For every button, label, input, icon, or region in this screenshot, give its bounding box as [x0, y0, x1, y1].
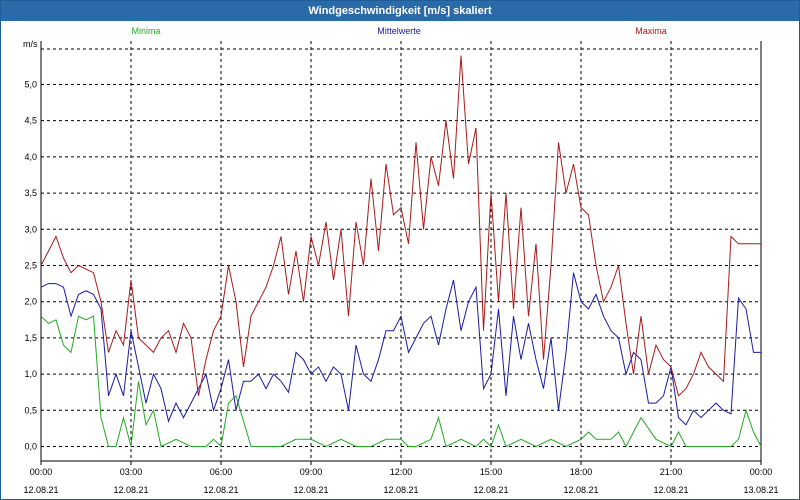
x-tick-time: 06:00	[210, 467, 233, 477]
x-tick-date: 12.08.21	[23, 485, 58, 495]
x-tick-date: 12.08.21	[653, 485, 688, 495]
y-axis-label: m/s	[23, 39, 38, 49]
series-line-mittelwerte	[40, 272, 761, 426]
y-tick-label: 2,0	[24, 297, 37, 307]
x-tick-date: 12.08.21	[203, 485, 238, 495]
x-tick-time: 03:00	[120, 467, 143, 477]
y-tick-label: 1,0	[24, 369, 37, 379]
grid	[41, 41, 761, 461]
y-tick-label: 1,5	[24, 333, 37, 343]
x-tick-date: 12.08.21	[473, 485, 508, 495]
y-tick-label: 4,5	[24, 116, 37, 126]
x-tick-time: 00:00	[30, 467, 53, 477]
x-tick-time: 00:00	[750, 467, 773, 477]
legend-entry-minima: Minima	[131, 26, 160, 36]
legend: Minima Mittelwerte Maxima	[131, 26, 666, 36]
y-tick-label: 3,5	[24, 188, 37, 198]
y-tick-label: 3,0	[24, 224, 37, 234]
series-line-maxima	[40, 55, 761, 397]
x-tick-date: 12.08.21	[383, 485, 418, 495]
x-tick-date: 13.08.21	[743, 485, 778, 495]
tick-labels: 0,0 0,5 1,0 1,5 2,0 2,5 3,0 3,5 4,0 4,5 5,0 00:00 12…	[23, 39, 779, 495]
series-lines	[40, 55, 762, 448]
x-tick-date: 12.08.21	[113, 485, 148, 495]
y-tick-label: 0,0	[24, 442, 37, 452]
y-tick-label: 0,5	[24, 405, 37, 415]
x-tick-time: 09:00	[300, 467, 323, 477]
y-tick-label: 2,5	[24, 260, 37, 270]
x-tick-time: 12:00	[390, 467, 413, 477]
y-tick-label: 4,0	[24, 152, 37, 162]
window-title: Windgeschwindigkeit [m/s] skaliert	[1, 1, 799, 21]
wind-speed-chart: 0,0 0,5 1,0 1,5 2,0 2,5 3,0 3,5 4,0 4,5 5,0 00:00 12…	[23, 26, 779, 495]
y-tick-label: 5,0	[24, 79, 37, 89]
series-line-minima	[40, 315, 762, 448]
x-tick-date: 12.08.21	[293, 485, 328, 495]
x-tick-time: 15:00	[480, 467, 503, 477]
axes	[40, 41, 762, 465]
x-tick-time: 21:00	[660, 467, 683, 477]
x-tick-time: 18:00	[570, 467, 593, 477]
legend-entry-mittelwerte: Mittelwerte	[377, 26, 421, 36]
legend-entry-maxima: Maxima	[635, 26, 667, 36]
x-tick-date: 12.08.21	[563, 485, 598, 495]
